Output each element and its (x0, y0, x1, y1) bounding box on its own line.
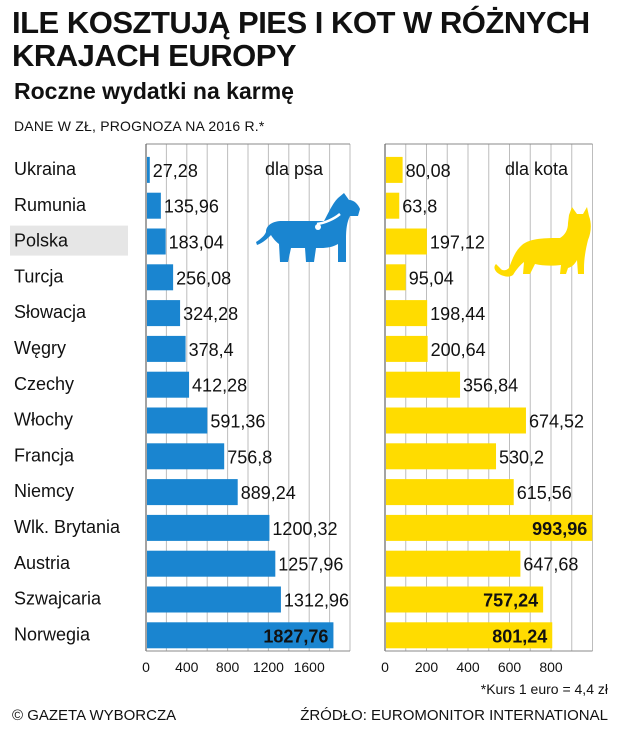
cat-bar (386, 192, 400, 219)
dog-bar (147, 586, 281, 613)
country-label: Wlk. Brytania (14, 517, 121, 537)
country-label: Szwajcaria (14, 589, 102, 609)
tick-label: 1200 (253, 659, 284, 675)
dog-value-label: 1257,96 (278, 555, 343, 575)
tick-label: 200 (415, 659, 439, 675)
dog-bar (147, 300, 181, 327)
cat-bar (386, 335, 428, 362)
cat-bar (386, 407, 526, 434)
dog-bar (147, 514, 270, 541)
data-note: DANE W ZŁ, PROGNOZA NA 2016 R.* (14, 118, 265, 134)
page-subtitle: Roczne wydatki na karmę (14, 78, 294, 104)
country-label: Polska (14, 231, 69, 251)
dog-value-label: 378,4 (189, 340, 234, 360)
source-label: ŹRÓDŁO: EUROMONITOR INTERNATIONAL (300, 707, 608, 724)
dog-bar (147, 371, 190, 398)
dog-bar (147, 479, 238, 506)
tick-label: 1600 (294, 659, 325, 675)
country-label: Słowacja (14, 302, 87, 322)
cat-bar (386, 586, 544, 613)
cat-bar (386, 156, 403, 183)
cat-bar (386, 550, 521, 577)
cat-value-label: 647,68 (523, 555, 578, 575)
cat-value-label: 801,24 (492, 626, 547, 646)
dog-bar (147, 335, 186, 362)
country-label: Francja (14, 445, 75, 465)
panel-label-cat: dla kota (505, 159, 569, 179)
cat-value-label: 757,24 (483, 591, 538, 611)
tick-label: 0 (381, 659, 389, 675)
cat-value-label: 674,52 (529, 412, 584, 432)
country-label: Norwegia (14, 624, 91, 644)
dog-value-label: 591,36 (210, 412, 265, 432)
dog-value-label: 256,08 (176, 268, 231, 288)
dog-bar (147, 192, 161, 219)
cat-value-label: 530,2 (499, 447, 544, 467)
dog-value-label: 27,28 (153, 161, 198, 181)
dog-value-label: 412,28 (192, 376, 247, 396)
cat-bar (386, 300, 428, 327)
cat-value-label: 615,56 (517, 483, 572, 503)
dog-icon (256, 193, 360, 262)
cat-value-label: 200,64 (431, 340, 486, 360)
cat-value-label: 198,44 (430, 304, 485, 324)
cat-bar (386, 479, 514, 506)
country-label: Ukraina (14, 159, 77, 179)
tick-label: 0 (142, 659, 150, 675)
cat-bar (386, 443, 497, 470)
dog-bar (147, 443, 225, 470)
country-label: Niemcy (14, 481, 74, 501)
tick-label: 800 (539, 659, 563, 675)
tick-label: 400 (175, 659, 199, 675)
country-label: Węgry (14, 338, 66, 358)
cat-icon (494, 207, 591, 277)
highlight-band (10, 225, 128, 256)
panel-label-dog: dla psa (265, 159, 324, 179)
dog-value-label: 756,8 (227, 447, 272, 467)
dog-value-label: 183,04 (169, 233, 224, 253)
cat-bar (386, 228, 427, 255)
dog-value-label: 135,96 (164, 197, 219, 217)
dog-bar (147, 156, 150, 183)
country-label: Czechy (14, 374, 74, 394)
country-label: Turcja (14, 266, 64, 286)
dog-value-label: 1827,76 (263, 626, 328, 646)
dog-bar (147, 550, 276, 577)
dog-value-label: 889,24 (241, 483, 296, 503)
currency-footnote: *Kurs 1 euro = 4,4 zł (480, 681, 608, 697)
cat-bar (386, 622, 553, 649)
cat-value-label: 356,84 (463, 376, 518, 396)
country-label: Włochy (14, 410, 73, 430)
dog-bar (147, 622, 334, 649)
cat-bar (386, 264, 406, 291)
dog-bar (147, 228, 166, 255)
copyright-label: © GAZETA WYBORCZA (12, 707, 177, 724)
country-label: Austria (14, 553, 71, 573)
dog-value-label: 324,28 (183, 304, 238, 324)
cat-bar (386, 514, 593, 541)
cat-value-label: 993,96 (532, 519, 587, 539)
cat-value-label: 80,08 (406, 161, 451, 181)
tick-label: 400 (456, 659, 480, 675)
dog-value-label: 1312,96 (284, 591, 349, 611)
cat-value-label: 95,04 (409, 268, 454, 288)
cat-value-label: 63,8 (402, 197, 437, 217)
dog-bar (147, 264, 174, 291)
dog-value-label: 1200,32 (272, 519, 337, 539)
page-title: ILE KOSZTUJĄ PIES I KOT W RÓŻNYCH KRAJAC… (12, 5, 590, 73)
cat-bar (386, 371, 461, 398)
tick-label: 600 (498, 659, 522, 675)
dog-bar (147, 407, 208, 434)
tick-label: 800 (216, 659, 240, 675)
country-label: Rumunia (14, 195, 87, 215)
cat-value-label: 197,12 (430, 233, 485, 253)
